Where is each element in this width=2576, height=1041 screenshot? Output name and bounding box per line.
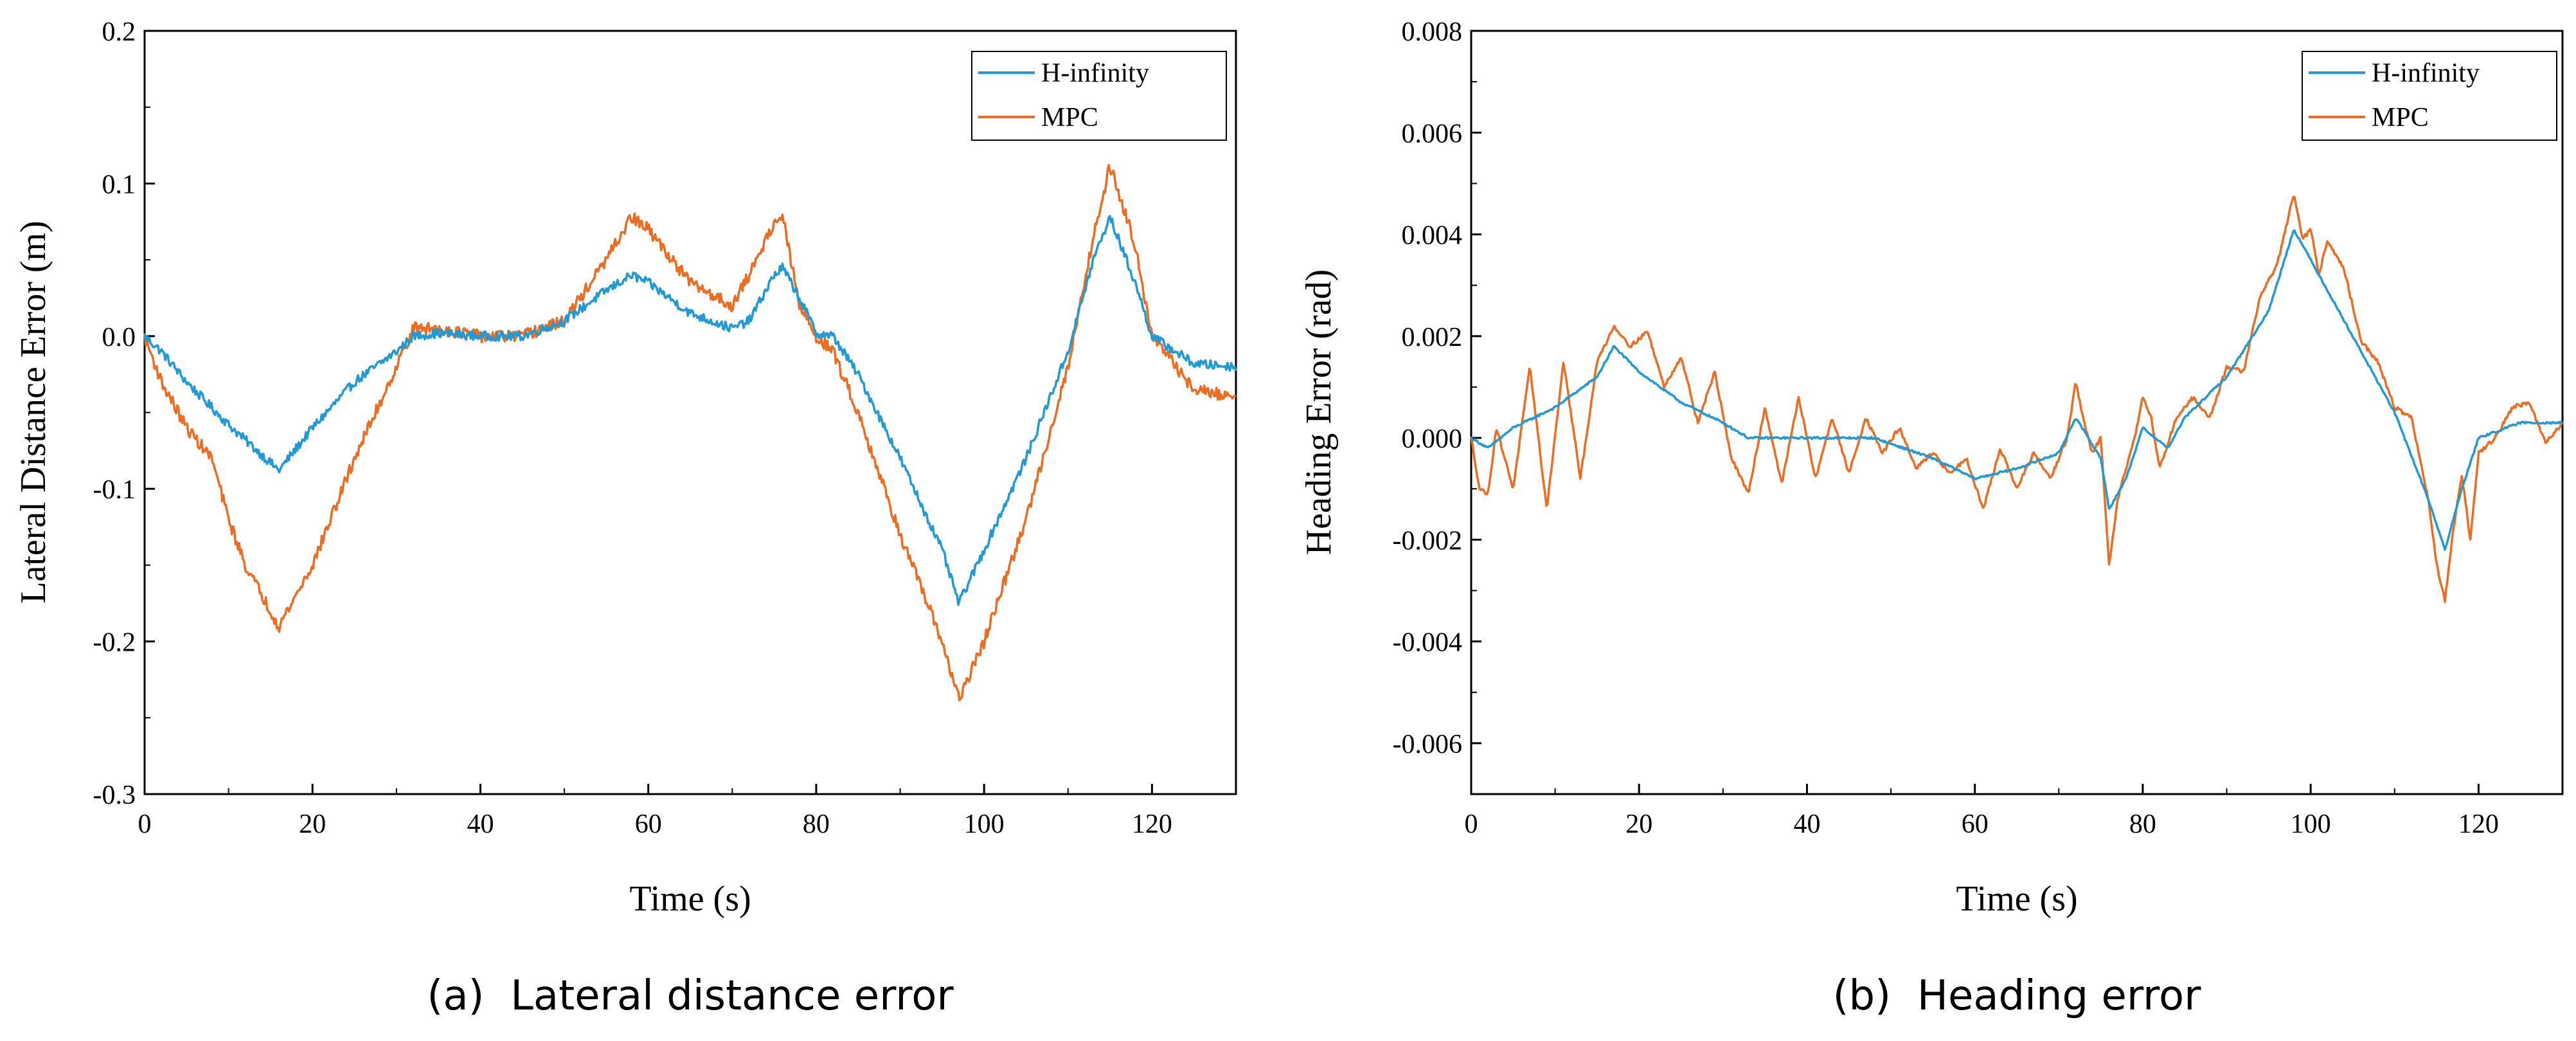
chart-b-x-ticks: 0 20 40 60 80 100 120 xyxy=(1465,784,2563,839)
chart-b-legend-label-mpc: MPC xyxy=(2372,103,2429,132)
x-tick-label: 20 xyxy=(1625,810,1652,839)
y-tick-label: -0.1 xyxy=(93,475,136,505)
x-tick-label: 40 xyxy=(1793,810,1820,839)
x-tick-label: 80 xyxy=(803,810,830,839)
y-tick-label: 0.004 xyxy=(1402,221,1463,251)
chart-a-legend-box xyxy=(971,51,1227,141)
chart-b-y-ticks: -0.006 -0.004 -0.002 0.000 0.002 0.004 0.006 0.… xyxy=(1393,17,1481,759)
x-tick-label: 0 xyxy=(1465,810,1478,839)
x-tick-label: 100 xyxy=(2291,810,2331,839)
y-tick-label: 0.008 xyxy=(1402,17,1463,47)
chart-a-x-ticks: 0 20 40 60 80 100 120 xyxy=(138,784,1237,839)
x-tick-label: 0 xyxy=(138,810,152,839)
y-tick-label: -0.006 xyxy=(1393,730,1463,759)
chart-a-caption: (a) Lateral distance error xyxy=(427,972,954,1020)
chart-b-legend: H-infinity MPC xyxy=(2302,51,2557,141)
chart-a-frame xyxy=(143,30,1237,795)
chart-b-legend-label-h-infinity: H-infinity xyxy=(2372,59,2480,88)
series-line-h-infinity xyxy=(1470,229,2563,551)
x-tick-label: 100 xyxy=(964,810,1005,839)
chart-b-y-axis-label: Heading Error (rad) xyxy=(1299,269,1339,556)
chart-a-legend-label-mpc: MPC xyxy=(1041,103,1098,132)
y-tick-label: 0.0 xyxy=(102,323,136,352)
chart-b-caption: (b) Heading error xyxy=(1833,972,2202,1020)
series-line-mpc xyxy=(1470,195,2564,603)
chart-b-frame xyxy=(1470,30,2564,795)
x-tick-label: 80 xyxy=(2129,810,2156,839)
y-tick-label: 0.000 xyxy=(1402,424,1463,454)
chart-b-legend-box xyxy=(2302,51,2557,141)
x-tick-label: 120 xyxy=(1132,810,1172,839)
chart-a: -0.3 -0.2 -0.1 0.0 0.1 0.2 0 20 40 60 80 100 120 H-… xyxy=(13,17,1237,1020)
chart-b-plot-area xyxy=(1470,195,2564,603)
chart-a-legend: H-infinity MPC xyxy=(971,51,1227,141)
y-tick-label: -0.2 xyxy=(93,628,136,658)
x-tick-label: 60 xyxy=(635,810,662,839)
x-tick-label: 60 xyxy=(1962,810,1989,839)
chart-a-x-axis-label: Time (s) xyxy=(629,879,751,919)
chart-a-legend-label-h-infinity: H-infinity xyxy=(1041,59,1149,88)
y-tick-label: 0.2 xyxy=(102,17,136,47)
chart-b-x-axis-label: Time (s) xyxy=(1956,879,2077,919)
y-tick-label: -0.002 xyxy=(1393,526,1463,556)
chart-a-y-ticks: -0.3 -0.2 -0.1 0.0 0.1 0.2 xyxy=(93,17,155,810)
y-tick-label: -0.004 xyxy=(1393,628,1463,658)
chart-b: -0.006 -0.004 -0.002 0.000 0.002 0.004 0.006 0.… xyxy=(1299,17,2564,1020)
y-tick-label: -0.3 xyxy=(93,781,136,810)
series-line-h-infinity xyxy=(143,215,1237,606)
x-tick-label: 120 xyxy=(2458,810,2499,839)
y-tick-label: 0.1 xyxy=(102,170,136,199)
y-tick-label: 0.006 xyxy=(1402,119,1463,149)
x-tick-label: 20 xyxy=(299,810,326,839)
chart-a-plot-area xyxy=(143,164,1237,702)
y-tick-label: 0.002 xyxy=(1402,323,1463,352)
x-tick-label: 40 xyxy=(467,810,494,839)
series-line-mpc xyxy=(143,164,1237,702)
chart-a-y-axis-label: Lateral Distance Error (m) xyxy=(13,221,53,603)
